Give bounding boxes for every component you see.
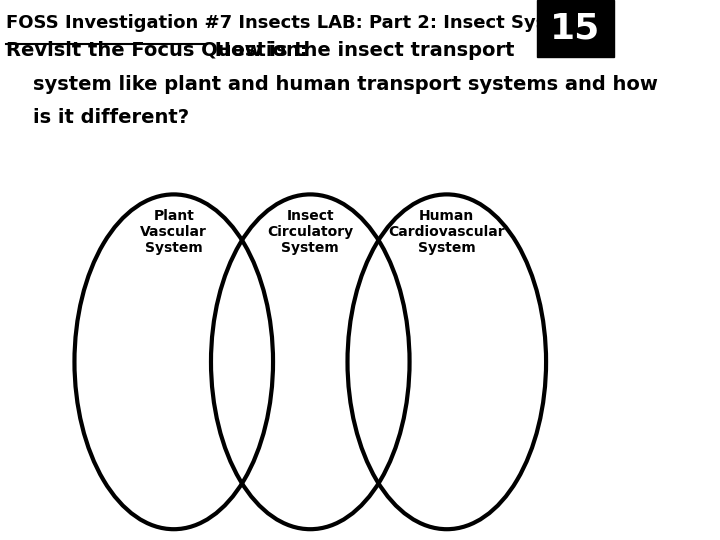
Bar — [537, 0, 614, 57]
Text: Plant
Vascular
System: Plant Vascular System — [140, 209, 207, 255]
Text: FOSS Investigation #7 Insects LAB: Part 2: Insect Systems: FOSS Investigation #7 Insects LAB: Part … — [6, 14, 597, 31]
Text: 15: 15 — [550, 11, 600, 45]
Text: Revisit the Focus Question:: Revisit the Focus Question: — [6, 40, 308, 59]
Text: How is the insect transport: How is the insect transport — [208, 40, 514, 59]
Text: Insect
Circulatory
System: Insect Circulatory System — [267, 209, 354, 255]
Text: Human
Cardiovascular
System: Human Cardiovascular System — [389, 209, 505, 255]
Text: is it different?: is it different? — [6, 108, 189, 127]
Text: system like plant and human transport systems and how: system like plant and human transport sy… — [6, 75, 658, 93]
